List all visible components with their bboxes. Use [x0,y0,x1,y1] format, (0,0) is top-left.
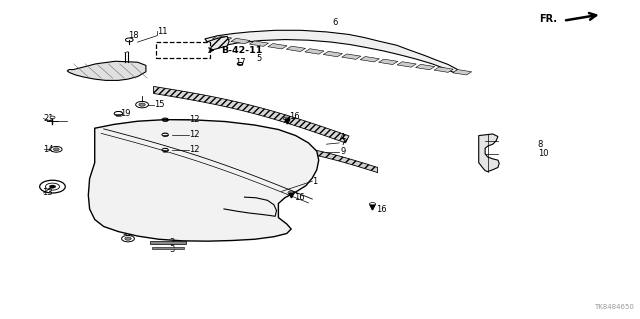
Polygon shape [452,70,472,75]
Polygon shape [250,41,269,46]
Polygon shape [205,30,458,73]
Circle shape [53,148,59,151]
FancyBboxPatch shape [156,42,210,58]
Text: 6: 6 [333,18,338,27]
Circle shape [125,237,131,240]
Text: 15: 15 [154,100,164,109]
Polygon shape [286,46,305,52]
Text: 4: 4 [339,133,344,142]
Polygon shape [415,64,435,70]
Polygon shape [323,51,342,57]
Text: 3: 3 [170,245,175,254]
Text: 13: 13 [42,189,52,197]
Text: 21: 21 [44,114,54,123]
Text: 16: 16 [289,112,300,121]
Polygon shape [397,62,416,67]
Text: 11: 11 [157,27,167,36]
Polygon shape [154,86,349,143]
Text: 20: 20 [123,234,133,243]
Polygon shape [67,61,146,80]
Text: 1: 1 [312,177,317,186]
Text: B-42-11: B-42-11 [221,46,262,55]
Text: 12: 12 [189,145,199,154]
Text: 10: 10 [538,149,548,158]
Circle shape [136,101,148,108]
Polygon shape [342,54,361,59]
Text: 2: 2 [170,238,175,247]
Polygon shape [253,140,378,173]
Polygon shape [212,36,232,41]
Text: TK8484650: TK8484650 [594,304,634,310]
Polygon shape [479,134,499,172]
Circle shape [139,103,145,106]
Polygon shape [195,36,229,51]
Text: 16: 16 [294,193,305,202]
Circle shape [49,185,56,188]
Text: 7: 7 [340,138,346,147]
Circle shape [122,235,134,242]
Circle shape [51,146,62,152]
Text: 18: 18 [128,31,139,40]
Polygon shape [360,56,380,62]
Polygon shape [88,120,319,241]
Text: 12: 12 [189,130,199,139]
Polygon shape [305,49,324,54]
Text: 12: 12 [189,115,199,124]
Polygon shape [379,59,398,64]
Circle shape [50,116,55,119]
Polygon shape [231,38,250,44]
Bar [150,241,186,244]
Text: 19: 19 [120,109,131,118]
Text: 8: 8 [538,140,543,149]
Text: 5: 5 [256,54,261,63]
Polygon shape [434,67,453,72]
Text: 17: 17 [236,58,246,67]
Polygon shape [268,43,287,49]
Text: 14: 14 [44,145,54,154]
Bar [152,247,184,249]
Text: FR.: FR. [539,14,557,24]
Text: 16: 16 [376,205,387,214]
Text: 9: 9 [340,147,346,156]
